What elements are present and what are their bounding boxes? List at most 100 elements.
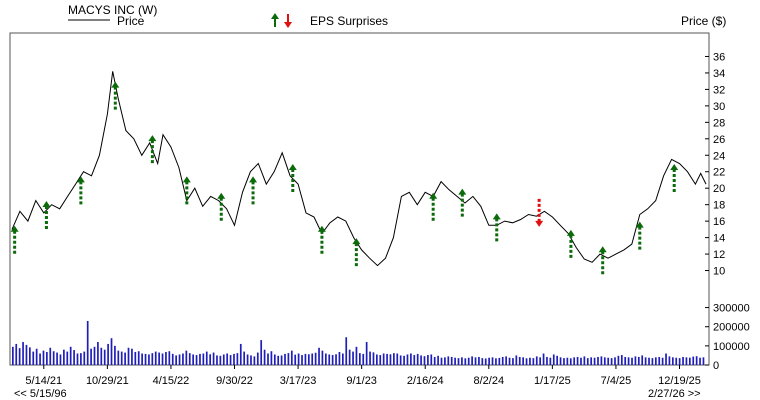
volume-bar xyxy=(56,352,58,365)
volume-bar xyxy=(440,357,443,365)
volume-bar xyxy=(474,357,477,365)
eps-up-arrow-icon xyxy=(42,201,51,230)
date-tick-label: 3/17/23 xyxy=(280,375,317,387)
price-tick-label: 12 xyxy=(713,249,725,261)
volume-bar xyxy=(253,356,256,365)
volume-bar xyxy=(648,357,650,365)
volume-bar xyxy=(277,355,280,365)
eps-up-arrow-icon xyxy=(352,238,361,267)
volume-bar xyxy=(236,353,239,365)
volume-bar xyxy=(341,353,344,365)
volume-bar xyxy=(86,320,89,365)
volume-bar xyxy=(18,348,21,365)
volume-bar xyxy=(134,351,137,365)
volume-bar xyxy=(202,353,205,365)
eps-legend-down-arrow-icon xyxy=(284,14,292,28)
price-tick-label: 24 xyxy=(713,150,725,162)
volume-bar xyxy=(69,346,72,365)
volume-bar xyxy=(488,357,490,365)
volume-bar xyxy=(294,354,297,365)
volume-bar xyxy=(256,352,259,365)
volume-bar xyxy=(239,343,242,365)
volume-bar xyxy=(437,355,439,365)
range-start-link[interactable]: << 5/15/96 xyxy=(14,388,67,400)
volume-bar xyxy=(491,357,494,365)
price-tick-label: 36 xyxy=(713,51,725,63)
eps-up-arrow-icon xyxy=(317,225,326,254)
volume-bar xyxy=(447,356,450,365)
range-end-link[interactable]: 2/27/26 >> xyxy=(648,388,701,400)
volume-bar xyxy=(535,356,538,365)
eps-up-arrow-icon xyxy=(10,225,19,254)
volume-bar xyxy=(603,357,606,365)
volume-bar xyxy=(369,351,371,365)
price-series xyxy=(11,71,707,267)
volume-bar xyxy=(59,354,62,365)
volume-bar xyxy=(586,358,589,365)
volume-bar xyxy=(307,354,310,365)
price-tick-label: 26 xyxy=(713,134,725,146)
volume-bar xyxy=(352,351,354,365)
volume-bar xyxy=(518,356,521,365)
date-tick-label: 7/4/25 xyxy=(601,375,632,387)
volume-bar xyxy=(80,353,82,365)
volume-bar xyxy=(178,354,181,365)
volume-bar xyxy=(627,357,630,365)
volume-bar xyxy=(304,353,307,365)
date-tick-label: 9/30/22 xyxy=(216,375,253,387)
eps-up-arrow-icon xyxy=(635,221,644,250)
volume-bar xyxy=(376,354,378,365)
volume-bar xyxy=(100,347,103,365)
volume-bar xyxy=(260,340,263,365)
volume-bar xyxy=(566,357,569,365)
volume-bar xyxy=(471,356,473,365)
volume-bar xyxy=(393,353,395,365)
volume-bar xyxy=(593,357,596,365)
volume-bar xyxy=(484,358,487,365)
volume-bar xyxy=(498,357,501,365)
volume-bar xyxy=(246,354,249,365)
volume-bar xyxy=(226,353,229,365)
volume-bar xyxy=(688,357,691,365)
volume-bar xyxy=(148,354,150,365)
volume-bar xyxy=(39,353,41,365)
volume-bar xyxy=(423,356,426,365)
volume-bar xyxy=(15,343,18,365)
price-tick-label: 16 xyxy=(713,216,725,228)
volume-bar xyxy=(97,342,99,365)
price-tick-label: 32 xyxy=(713,84,725,96)
volume-bar xyxy=(597,356,599,365)
volume-bar xyxy=(29,347,31,365)
volume-bar xyxy=(120,351,123,365)
volume-bar xyxy=(620,355,623,365)
eps-legend-up-arrow-icon xyxy=(271,13,279,27)
date-axis: 5/14/21 10/29/21 4/15/22 9/30/22 3/17/23 9/1/… xyxy=(25,365,701,387)
volume-bar xyxy=(318,347,320,365)
volume-bar xyxy=(386,353,388,365)
volume-bar xyxy=(617,355,620,365)
eps-up-arrow-icon xyxy=(288,163,297,192)
volume-bar xyxy=(209,354,212,365)
volume-bar xyxy=(335,354,337,365)
volume-bar xyxy=(114,345,116,365)
volume-bar xyxy=(682,356,684,365)
volume-bar xyxy=(25,344,28,365)
volume-bar xyxy=(103,349,106,365)
volume-bar xyxy=(525,358,528,365)
price-axis-label: Price ($) xyxy=(681,14,726,28)
volume-bar xyxy=(661,357,664,365)
volume-bar xyxy=(314,352,317,365)
volume-bar xyxy=(297,353,300,365)
volume-bar xyxy=(576,356,579,365)
eps-up-arrow-icon xyxy=(566,229,575,258)
volume-bar xyxy=(379,355,382,365)
volume-bar xyxy=(22,342,24,365)
volume-bar xyxy=(624,356,627,365)
volume-bar xyxy=(284,353,286,365)
volume-bar xyxy=(464,358,467,365)
volume-bar xyxy=(141,353,143,365)
volume-bar xyxy=(552,354,555,365)
volume-bar xyxy=(573,357,576,365)
volume-bar xyxy=(63,349,65,365)
